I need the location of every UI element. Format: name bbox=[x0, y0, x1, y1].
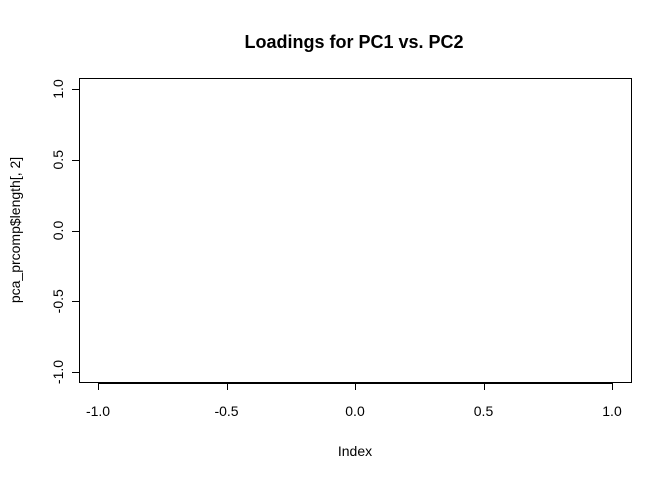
x-axis-label: Index bbox=[338, 443, 372, 459]
y-axis: -1.0 -0.5 0.0 0.5 1.0 bbox=[50, 79, 80, 384]
y-axis-label: pca_prcomp$length[, 2] bbox=[7, 157, 23, 303]
x-tick-label: 0.0 bbox=[345, 403, 365, 419]
plot-box bbox=[79, 78, 632, 383]
y-tick-label: -0.5 bbox=[50, 289, 66, 313]
x-tick-label: 0.5 bbox=[474, 403, 494, 419]
y-tick-label: 0.0 bbox=[50, 221, 66, 241]
y-tick-label: 0.5 bbox=[50, 150, 66, 170]
x-tick-label: 1.0 bbox=[602, 403, 622, 419]
x-tick-label: -1.0 bbox=[86, 403, 110, 419]
x-axis: -1.0 -0.5 0.0 0.5 1.0 bbox=[86, 383, 622, 419]
y-tick-label: -1.0 bbox=[50, 360, 66, 384]
x-tick-label: -0.5 bbox=[214, 403, 238, 419]
y-tick-label: 1.0 bbox=[50, 79, 66, 99]
chart-title: Loadings for PC1 vs. PC2 bbox=[244, 32, 463, 52]
